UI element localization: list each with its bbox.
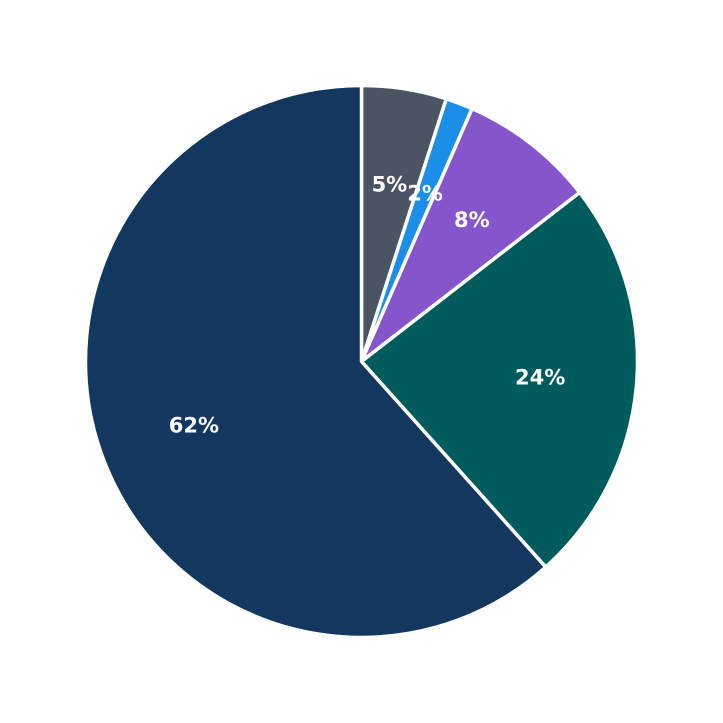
pie-slices — [83, 83, 640, 640]
pie-labels: 5% 2% 8% 24% 62% — [169, 172, 565, 437]
pie-slice-label-1: 2% — [407, 182, 443, 206]
pie-slice-4 — [83, 83, 548, 640]
pie-slice-3 — [359, 190, 640, 569]
pie-slice-label-0: 5% — [372, 172, 408, 196]
pie-slice-label-4: 62% — [169, 414, 219, 438]
pie-slice-label-2: 8% — [454, 208, 490, 232]
pie-slice-label-3: 24% — [515, 366, 565, 390]
pie-slice-2 — [359, 106, 582, 364]
